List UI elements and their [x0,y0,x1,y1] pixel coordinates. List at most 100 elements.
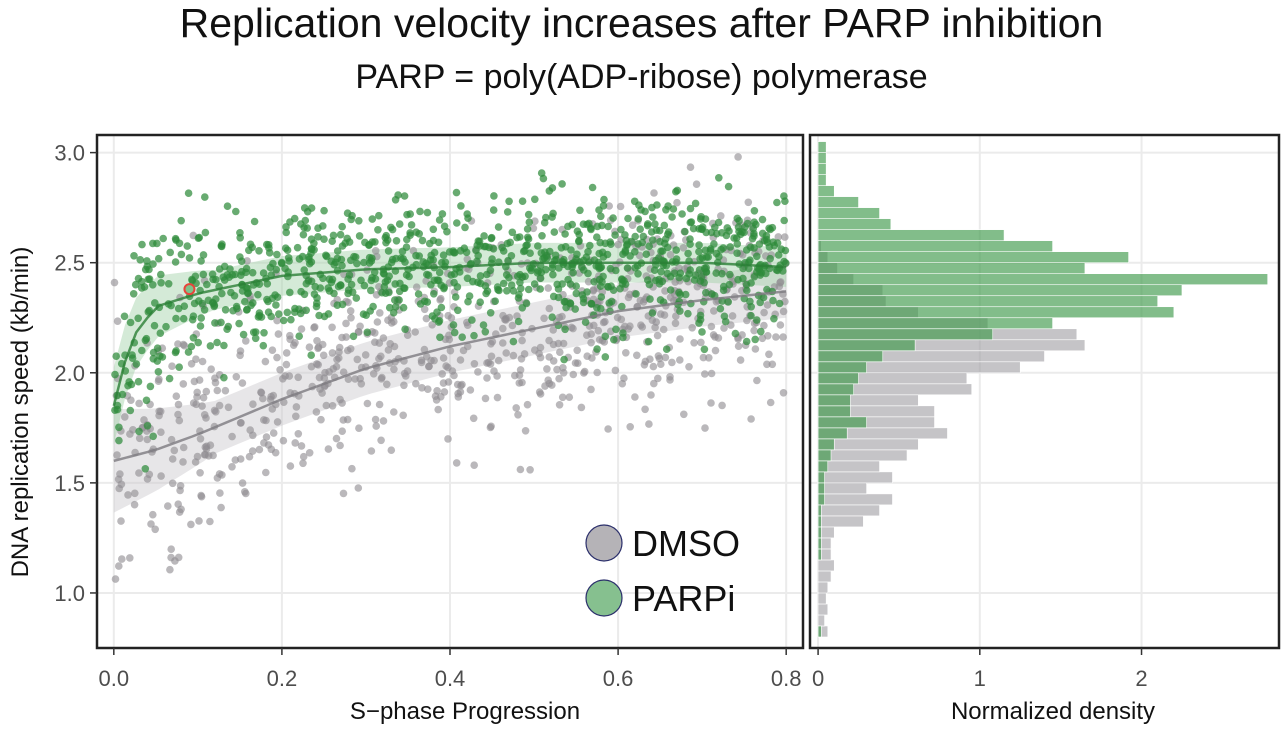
dmso-point [516,465,525,474]
parpi-point [664,228,673,236]
dmso-point [558,312,566,321]
parpi-density-bar [817,240,1053,252]
dmso-point [558,393,567,402]
parpi-point [141,265,150,274]
parpi-point [750,207,759,215]
dmso-point [545,304,554,313]
parpi-point [537,169,546,177]
dmso-point [325,368,333,376]
parpi-point [649,236,657,244]
parpi-point [201,193,209,201]
dmso-point [470,360,479,368]
dmso-point [313,337,321,345]
parpi-point [164,280,173,288]
parpi-point [355,217,363,225]
parpi-point [400,284,408,292]
parpi-point [724,182,733,191]
parpi-point [134,314,142,323]
dmso-point [605,202,613,210]
dmso-point [231,456,240,464]
parpi-point [631,248,639,256]
parpi-point [706,246,715,255]
parpi-point [646,295,654,303]
parpi-point [756,298,764,307]
dmso-point [113,317,122,326]
parpi-point [254,290,262,299]
parpi-point [531,195,539,204]
dmso-point [763,360,771,369]
dmso-point [758,334,767,343]
dmso-point [666,376,674,384]
dmso-point [354,328,363,336]
parpi-point [503,287,511,295]
parpi-point [597,212,605,221]
dmso-point [190,377,199,386]
parpi-point [587,299,596,308]
dmso-point [187,520,195,529]
parpi-point [375,211,383,220]
parpi-point [673,186,682,195]
parpi-point [402,271,411,279]
parpi-point [746,297,754,306]
parpi-point [401,325,409,334]
dmso-point [763,301,772,309]
parpi-point [722,231,731,240]
parpi-point [368,215,377,223]
dmso-point [545,353,553,361]
dmso-point [647,391,655,399]
parpi-point [388,225,397,234]
parpi-point [579,298,588,307]
parpi-point [403,210,411,219]
parpi-point [295,332,304,341]
parpi-point [302,306,311,315]
parpi-point [251,334,260,343]
parpi-point [526,249,534,257]
parpi-point [392,237,401,245]
parpi-point [371,238,379,246]
parpi-point [201,228,210,237]
parpi-point [378,288,386,297]
parpi-point [269,259,277,268]
parpi-point [672,246,680,254]
parpi-point [755,240,764,248]
parpi-point [593,233,601,241]
dmso-point [299,459,307,468]
parpi-point [724,298,732,306]
parpi-density-bar [817,229,1005,241]
parpi-point [682,274,691,283]
parpi-point [220,373,228,382]
parpi-point [131,280,140,289]
dmso-point [657,360,665,369]
parpi-point [731,329,740,338]
parpi-point [475,237,484,246]
dmso-density-bar [817,603,829,616]
dmso-point [565,393,574,402]
parpi-point [536,285,544,293]
parpi-point [770,241,779,250]
parpi-density-bar [817,548,822,561]
parpi-point [187,342,196,351]
parpi-point [218,289,226,298]
dmso-point [210,406,219,415]
parpi-point [634,215,643,223]
dmso-point [336,395,344,404]
parpi-point [617,225,625,234]
parpi-point [642,250,651,258]
parpi-point [611,231,619,239]
parpi-point [596,282,605,291]
parpi-point [758,229,767,238]
dmso-point [221,386,230,395]
parpi-point [157,270,165,279]
y-tick-label: 1.0 [54,581,85,606]
dmso-point [424,385,432,394]
parpi-point [437,281,446,290]
dmso-point [202,445,211,453]
dmso-point [192,355,200,364]
dmso-point [193,452,202,461]
density-x-tick-label: 2 [1135,666,1147,691]
parpi-point [782,259,790,267]
dmso-point [766,398,775,407]
dmso-point [130,500,139,509]
parpi-point [189,334,198,342]
parpi-point [644,276,652,284]
